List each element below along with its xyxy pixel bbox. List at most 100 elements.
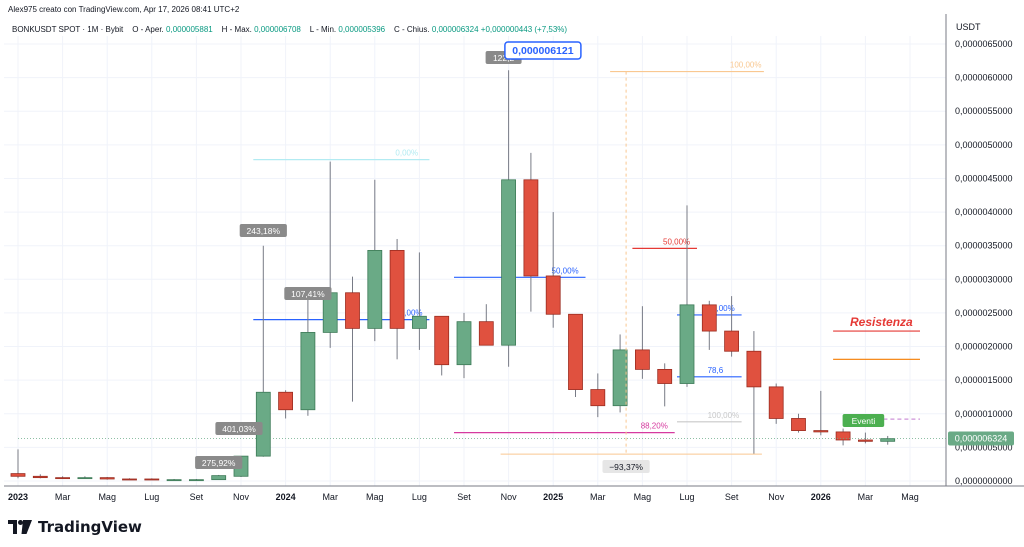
close-label: C - Chius. [394,25,430,34]
x-tick-label: 2023 [8,492,28,502]
percent-callout-bg [239,224,287,237]
y-tick-label: 0,0000015000 [955,375,1013,385]
candle-body [77,477,93,480]
y-tick-label: 0,0000055000 [955,106,1013,116]
x-tick-label: Set [457,492,471,502]
annotations: 275,92% 401,03% 243,18% 107,41% 122,20,00000… [18,41,946,473]
candle-body [724,330,739,352]
open-label: O - Aper. [132,25,164,34]
grid-lines [4,14,1024,487]
candle-body [188,479,204,482]
candle-body [10,473,26,477]
x-tick-label: Nov [233,492,250,502]
price-callout: 0,000006121 [512,45,573,57]
x-tick-label: Set [190,492,204,502]
y-tick-label: 0,0000020000 [955,342,1013,352]
x-tick-label: Mag [366,492,384,502]
event-tag-bg [842,414,885,427]
x-tick-label: Mar [55,492,71,502]
fib-level-label: 0,00% [395,149,418,158]
fib-level-label: 100,00% [708,411,740,420]
candle-body [345,292,360,329]
candle-body [300,332,316,411]
x-tick-label: Set [725,492,739,502]
symbol-label: BONKUSDT SPOT · 1M · Bybit [12,25,124,34]
change-value: +0,000000443 (+7,53%) [480,25,568,34]
y-tick-label: 0,0000040000 [955,207,1013,217]
percent-callout: 243,18% [247,226,281,236]
fib-level-label: 78,6 [708,366,724,375]
x-tick-label: Lug [412,492,427,502]
candle-body [768,386,784,419]
y-tick-label: 0,0000005000 [955,442,1013,452]
y-tick-label: 0,0000035000 [955,241,1013,251]
resistance-label: Resistenza [850,315,913,329]
brand-wordmark: TradingView [38,518,142,536]
candle-body [166,479,182,482]
x-tick-label: Mar [858,492,874,502]
candle-body [278,391,294,411]
close-value: 0,000006324 [431,25,479,34]
y-tick-label: 0,0000030000 [955,274,1013,284]
candle-body [434,315,450,366]
candle-body [501,179,517,346]
candle-body [545,275,561,315]
last-price-tag-bg [948,431,1014,446]
percent-callout: 122,2 [493,53,515,63]
tradingview-logo-icon [8,520,32,534]
y-tick-label: 0,0000025000 [955,308,1013,318]
candle-body [411,315,427,329]
candle-body [523,179,539,277]
candle-body [679,304,695,384]
low-value: 0,000005396 [338,25,386,34]
event-tag: Eventi [852,416,876,426]
candle-body [568,313,583,390]
x-tick-label: Mag [98,492,116,502]
x-tick-label: 2024 [276,492,296,502]
x-tick-label: Mag [901,492,919,502]
price-axis[interactable]: 0,0000065000 0,0000060000 0,0000055000 0,00… [948,22,1014,486]
y-tick-label: 0,0000065000 [955,39,1013,49]
candle-body [99,477,115,480]
candle-body [590,389,606,407]
candle-body [389,249,405,329]
candle-body [211,475,227,481]
candles [10,70,896,482]
candle-body [746,350,762,388]
y-tick-label: 0,0000000000 [955,476,1013,486]
time-axis[interactable]: 2023 Mar Mag Lug Set Nov 2024 Mar Mag Lug Set Nov 20… [8,492,919,502]
y-tick-label: 0,0000010000 [955,409,1013,419]
x-tick-label: Mag [634,492,652,502]
y-axis-title: USDT [956,22,981,32]
x-tick-label: 2025 [543,492,563,502]
ohlc-legend: BONKUSDT SPOT · 1M · Bybit O - Aper. 0,0… [12,25,567,34]
reference-lines: 0,00% 50,00% 50,00% 50,00% 50,00% 78,6 100,00%… [253,61,920,434]
candle-body [122,478,137,481]
y-tick-label: 0,0000050000 [955,140,1013,150]
candle-body [478,321,494,346]
x-tick-label: Mar [590,492,606,502]
candle-body [456,321,472,366]
x-tick-label: Nov [768,492,785,502]
y-tick-label: 0,0000060000 [955,73,1013,83]
brand-footer[interactable]: TradingView [8,516,142,538]
range-measure-label: −93,37% [609,462,643,472]
percent-callout-bg [195,456,243,469]
candle-body [835,431,851,441]
candle-body [657,368,673,384]
low-label: L - Min. [309,25,337,34]
price-callout-box [504,41,582,60]
fib-level-label: 50,00% [552,266,579,275]
percent-callout: 401,03% [222,424,256,434]
open-value: 0,000005881 [166,25,213,34]
percent-callout-bg [284,287,332,300]
last-price-tag: 0,000006324 [955,433,1008,443]
candle-body [791,418,806,431]
candle-body [635,349,650,370]
fib-level-label: 88,20% [641,422,668,431]
x-tick-label: Mar [322,492,338,502]
candle-body [701,304,717,332]
y-tick-label: 0,0000045000 [955,173,1013,183]
